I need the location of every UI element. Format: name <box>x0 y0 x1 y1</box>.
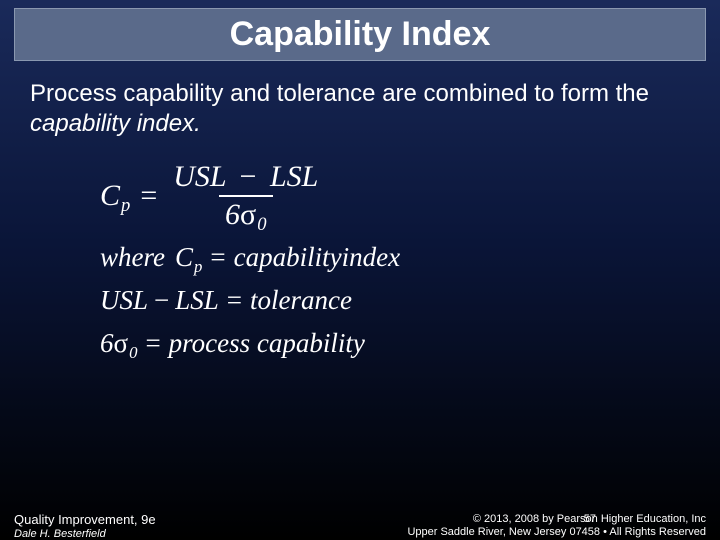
footer-address: Upper Saddle River, New Jersey 07458 • A… <box>407 526 706 540</box>
slide-title: Capability Index <box>230 15 491 53</box>
cp-p: p <box>121 195 130 217</box>
body-paragraph: Process capability and tolerance are com… <box>30 79 690 139</box>
where-word: where <box>100 242 165 273</box>
title-bar: Capability Index <box>14 8 706 61</box>
footer-left: Quality Improvement, 9e Dale H. Besterfi… <box>14 512 156 540</box>
usl-2: USL <box>100 285 148 316</box>
tolerance-line: USL − LSL = tolerance <box>100 285 720 316</box>
lsl-2: LSL <box>175 285 219 316</box>
cp-p-2: p <box>194 257 202 277</box>
footer-copyright: © 2013, 2008 by Pearson Higher Education… <box>407 513 706 527</box>
cp-symbol-2: C p <box>175 242 202 273</box>
capability-index-word: capabilityindex <box>234 242 400 273</box>
sigma-2: σ <box>114 328 129 359</box>
where-line: where C p = capabilityindex <box>100 242 720 273</box>
equals-4: = <box>145 328 160 359</box>
minus-2: − <box>154 285 169 316</box>
equals-sign: = <box>140 179 157 213</box>
denominator: 6σ0 <box>219 195 272 231</box>
minus1: − <box>240 160 257 193</box>
formula-cp-equation: C p = USL − LSL 6σ0 <box>100 161 720 230</box>
body-text-part1: Process capability and tolerance are com… <box>30 80 649 107</box>
equals-3: = <box>227 285 242 316</box>
cp-symbol: C p <box>100 179 130 213</box>
cp-C-2: C <box>175 242 193 273</box>
body-text-italic: capability index. <box>30 110 201 137</box>
footer-right: 57 © 2013, 2008 by Pearson Higher Educat… <box>407 513 706 540</box>
footer: Quality Improvement, 9e Dale H. Besterfi… <box>14 512 706 540</box>
equals-2: = <box>210 242 225 273</box>
fraction: USL − LSL 6σ0 <box>167 161 324 230</box>
numerator: USL − LSL <box>167 161 324 195</box>
sigma-zero-2: 0 <box>129 343 137 363</box>
sigma-zero: 0 <box>257 214 266 235</box>
process-capability-word: process capability <box>169 328 365 359</box>
page-number: 57 <box>584 513 596 527</box>
usl: USL <box>173 160 226 193</box>
footer-book-title: Quality Improvement, 9e <box>14 512 156 527</box>
six: 6 <box>225 198 240 231</box>
six-2: 6 <box>100 328 114 359</box>
formula-block: C p = USL − LSL 6σ0 where C p = capabili… <box>100 161 720 359</box>
process-capability-line: 6σ0 = process capability <box>100 328 720 359</box>
cp-C: C <box>100 179 120 213</box>
sigma: σ <box>240 198 256 231</box>
tolerance-word: tolerance <box>250 285 352 316</box>
footer-author: Dale H. Besterfield <box>14 528 156 540</box>
lsl: LSL <box>270 160 318 193</box>
